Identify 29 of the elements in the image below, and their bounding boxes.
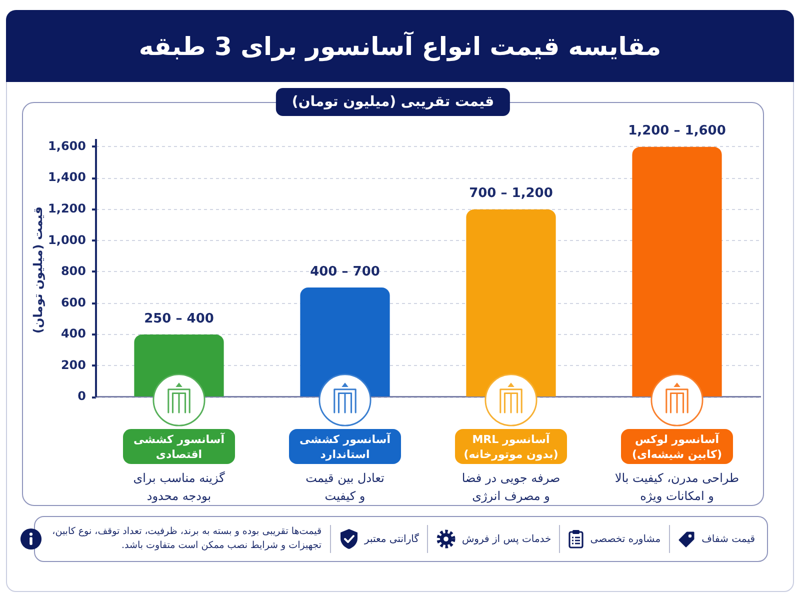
text: گزینه مناسب برای بودجه محدود (132, 470, 226, 505)
text: طراحی مدرن، کیفیت بالا و امکانات ویژه (614, 470, 740, 505)
x-tick-label: آسانسور لوکس (کابین شیشه‌ای) (621, 429, 733, 464)
text: قیمت شفاف (702, 534, 755, 544)
text: مشاوره تخصصی (590, 534, 661, 544)
y-tick-label: 600 (60, 295, 86, 310)
annotation: 700 – 1,200 (469, 186, 553, 202)
y-tick-label: 1,400 (48, 170, 86, 184)
annotation: 1,200 – 1,600 (628, 124, 726, 139)
y-tick-label: 1,600 (48, 138, 86, 153)
chart-title: مقایسه قیمت انواع آسانسور برای 3 طبقه (138, 32, 662, 60)
annotation: 250 – 400 (144, 311, 214, 326)
x-tick-label: آسانسور کششی اقتصادی (123, 429, 235, 464)
text: خدمات پس از فروش (462, 534, 552, 544)
y-tick-label: 800 (60, 264, 86, 278)
x-tick-label: آسانسور MRL (بدون موتورخانه) (455, 429, 567, 464)
text: صرفه جویی در فضا و مصرف انرژی (460, 470, 562, 505)
x-tick-label: آسانسور کششی استاندارد (289, 429, 401, 464)
y-axis-title: قیمت (میلیون تومان) (31, 206, 45, 334)
text: قیمت‌ها تقریبی بوده و بسته به برند، ظرفیت، تعداد توقف، نوع کابین، تجهیزات و شرایط نصب ممکن است متفاوت باشد. (52, 525, 322, 553)
y-tick-label: 200 (60, 358, 86, 372)
chart-subtitle: قیمت تقریبی (میلیون تومان) (276, 88, 510, 116)
y-tick-label: 1,000 (48, 232, 86, 247)
text: گارانتی معتبر (364, 534, 419, 544)
y-tick-label: 0 (78, 389, 86, 404)
text: تعادل بین قیمت و کیفیت (304, 470, 386, 505)
y-tick-label: 400 (60, 326, 86, 341)
annotation: 400 – 700 (310, 264, 380, 280)
y-tick-label: 1,200 (48, 201, 86, 216)
